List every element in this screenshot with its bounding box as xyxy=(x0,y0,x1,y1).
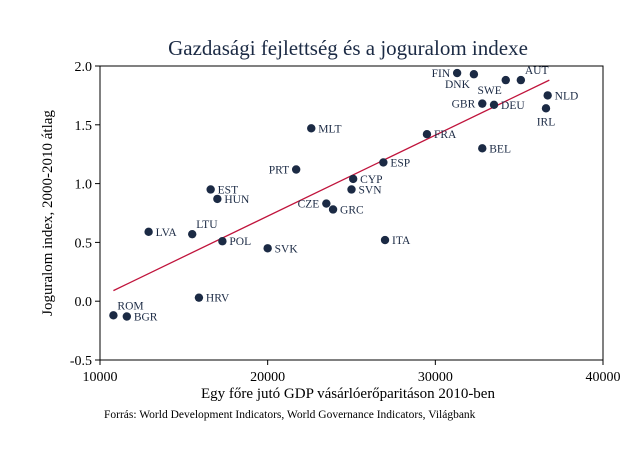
data-point-cze xyxy=(322,199,331,208)
point-label-swe: SWE xyxy=(477,85,501,97)
point-label-bel: BEL xyxy=(489,143,511,155)
point-label-lva: LVA xyxy=(156,227,178,239)
x-axis: 10000 20000 30000 40000 xyxy=(83,360,621,385)
chart-title: Gazdasági fejlettség és a joguralom inde… xyxy=(168,36,528,60)
point-label-pol: POL xyxy=(229,236,251,248)
point-label-esp: ESP xyxy=(390,157,410,169)
point-label-irl: IRL xyxy=(537,116,556,128)
x-tick-label: 20000 xyxy=(250,370,285,385)
point-label-svn: SVN xyxy=(359,184,383,196)
data-point-hun xyxy=(213,194,222,204)
y-tick-label: 0.5 xyxy=(75,236,93,251)
point-label-hrv: HRV xyxy=(206,293,230,305)
y-tick-label: -0.5 xyxy=(70,354,92,369)
y-tick-label: 0.0 xyxy=(75,295,93,310)
data-point-hrv xyxy=(194,293,204,302)
data-point-cyp xyxy=(348,174,358,184)
point-label-mlt: MLT xyxy=(318,123,341,135)
data-point-irl xyxy=(541,104,551,113)
y-axis-title: Joguralom index, 2000-2010 átlag xyxy=(40,110,56,316)
x-tick-label: 40000 xyxy=(586,370,621,385)
data-point-ltu xyxy=(188,229,197,239)
point-label-fra: FRA xyxy=(434,129,457,141)
data-point-grc xyxy=(328,205,338,214)
y-tick-label: 1.5 xyxy=(75,119,93,134)
point-label-ita: ITA xyxy=(392,235,411,247)
point-label-hun: HUN xyxy=(224,194,250,206)
x-tick-label: 30000 xyxy=(418,370,453,385)
data-point-dnk xyxy=(469,70,479,79)
data-point-rom xyxy=(109,311,118,320)
data-point-fra xyxy=(422,130,432,139)
data-point-prt xyxy=(291,165,301,174)
data-point-esp xyxy=(379,158,388,167)
point-label-svk: SVK xyxy=(275,243,299,255)
point-label-est: EST xyxy=(218,184,238,196)
point-label-nld: NLD xyxy=(555,90,579,102)
point-label-deu: DEU xyxy=(501,100,525,112)
y-tick-label: 1.0 xyxy=(75,178,93,193)
point-label-cze: CZE xyxy=(298,199,320,211)
data-point-est xyxy=(206,185,215,194)
data-point-bel xyxy=(478,144,487,153)
point-label-dnk: DNK xyxy=(445,79,471,91)
data-point-deu xyxy=(489,100,499,110)
point-label-prt: PRT xyxy=(269,164,289,176)
plot-area xyxy=(99,65,604,361)
data-point-bgr xyxy=(122,312,132,321)
point-label-gbr: GBR xyxy=(452,99,476,111)
data-point-mlt xyxy=(307,124,316,133)
point-label-ltu: LTU xyxy=(196,219,218,231)
data-point-pol xyxy=(218,237,227,246)
point-label-grc: GRC xyxy=(340,204,364,216)
point-label-rom: ROM xyxy=(117,300,143,312)
data-point-svk xyxy=(263,244,272,253)
point-label-bgr: BGR xyxy=(134,311,158,323)
data-point-svn xyxy=(347,185,356,194)
point-label-aut: AUT xyxy=(525,65,549,77)
y-axis: -0.5 0.0 0.5 1.0 1.5 2.0 xyxy=(70,60,100,369)
point-label-fin: FIN xyxy=(432,68,451,80)
point-label-cyp: CYP xyxy=(360,174,382,186)
data-point-nld xyxy=(543,91,552,100)
data-point-swe xyxy=(501,75,510,85)
x-tick-label: 10000 xyxy=(83,370,118,385)
x-axis-title: Egy főre jutó GDP vásárlóerőparitáson 20… xyxy=(201,386,495,402)
trendline-group xyxy=(113,79,550,292)
data-point-fin xyxy=(452,68,462,78)
data-point-gbr xyxy=(478,99,487,108)
source-note: Forrás: World Development Indicators, Wo… xyxy=(104,409,476,421)
trendline xyxy=(113,79,550,292)
data-point-aut xyxy=(516,75,526,85)
data-point-lva xyxy=(144,227,153,237)
data-point-ita xyxy=(380,235,390,245)
y-tick-label: 2.0 xyxy=(75,60,93,75)
